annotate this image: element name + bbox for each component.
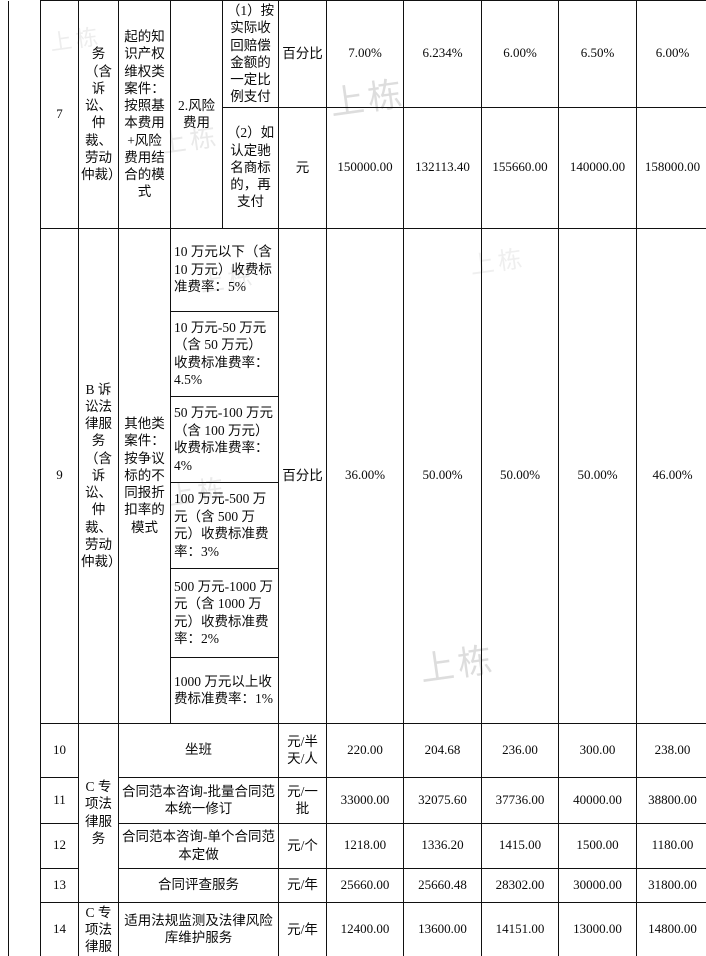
unit: 元/年 [278, 901, 327, 956]
quote-value: 36.00% [326, 227, 404, 724]
fee-bracket: 500 万元-1000 万元（含 1000 万元）收费标准费率：2% [170, 567, 279, 658]
table-row: 11 合同范本咨询-批量合同范本统一修订 元/一批 33000.00 32075… [9, 776, 706, 824]
quote-value: 14151.00 [481, 901, 559, 956]
quote-value: 38800.00 [636, 776, 706, 824]
service-category: C 专项法律服 [78, 901, 119, 956]
quote-value: 50.00% [481, 227, 559, 724]
service-item: 合同评查服务 [118, 867, 279, 903]
quote-value: 46.00% [636, 227, 706, 724]
table-row: 1000 万元以上收费标准费率：1% [9, 656, 706, 724]
quote-value: 37736.00 [481, 776, 559, 824]
table-row: 10 万元-50 万元（含 50 万元）收费标准费率：4.5% [9, 310, 706, 397]
row-number: 7 [40, 0, 79, 229]
quote-value: 1336.20 [403, 822, 482, 869]
spacer-cell [8, 0, 41, 724]
quote-value: 14800.00 [636, 901, 706, 956]
quote-value: 13000.00 [558, 901, 637, 956]
table-row: 14 C 专项法律服 适用法规监测及法律风险库维护服务 元/年 12400.00… [9, 901, 706, 956]
quote-value: 32075.60 [403, 776, 482, 824]
table-row: 500 万元-1000 万元（含 1000 万元）收费标准费率：2% [9, 567, 706, 658]
service-item: 起的知识产权维权类案件：按照基本费用+风险费用结合的模式 [118, 0, 171, 229]
quote-value: 1180.00 [636, 822, 706, 869]
spacer-cell [8, 723, 41, 956]
row-number: 14 [40, 901, 79, 956]
quote-value: 155660.00 [481, 106, 559, 229]
quote-value: 33000.00 [326, 776, 404, 824]
quote-value: 6.00% [481, 0, 559, 108]
quote-value: 1500.00 [558, 822, 637, 869]
quote-value: 204.68 [403, 722, 482, 778]
fee-detail: （1）按实际收回赔偿金额的一定比例支付 [222, 0, 279, 108]
table-row: 10 C 专项法律服务 坐班 元/半天/人 220.00 204.68 236.… [8, 722, 706, 956]
quote-value: 1218.00 [326, 822, 404, 869]
quote-value: 25660.00 [326, 867, 404, 903]
quote-value: 12400.00 [326, 901, 404, 956]
row-number: 13 [40, 867, 79, 903]
unit: 元 [278, 106, 327, 229]
quote-value: 6.234% [403, 0, 482, 108]
quote-value: 150000.00 [326, 106, 404, 229]
quote-value: 31800.00 [636, 867, 706, 903]
quote-value: 236.00 [481, 722, 559, 778]
quote-value: 140000.00 [558, 106, 637, 229]
service-item: 其他类案件：按争议标的不同报折扣率的模式 [118, 227, 171, 724]
service-category: B 诉讼法律服务（含诉讼、仲裁、劳动仲裁） [78, 227, 122, 724]
service-item: 合同范本咨询-批量合同范本统一修订 [118, 776, 279, 824]
table-row: 100 万元-500 万元（含 500 万元）收费标准费率：3% [9, 481, 706, 569]
unit: 元/半天/人 [278, 722, 327, 778]
quote-value: 50.00% [403, 227, 482, 724]
unit: 元/年 [278, 867, 327, 903]
unit: 百分比 [278, 227, 327, 724]
fee-bracket: 1000 万元以上收费标准费率：1% [170, 656, 279, 724]
quote-value: 7.00% [326, 0, 404, 108]
table-row: 9 B 诉讼法律服务（含诉讼、仲裁、劳动仲裁） 其他类案件：按争议标的不同报折扣… [9, 227, 706, 724]
quote-value: 132113.40 [403, 106, 482, 229]
service-item: 适用法规监测及法律风险库维护服务 [118, 901, 279, 956]
quote-value: 40000.00 [558, 776, 637, 824]
quote-value: 6.50% [558, 0, 637, 108]
service-item: 坐班 [118, 722, 279, 778]
quote-value: 238.00 [636, 722, 706, 778]
unit: 元/个 [278, 822, 327, 869]
row-number: 12 [40, 822, 79, 869]
table-row: （2）如认定驰名商标的，再支付 元 150000.00 132113.40 15… [9, 106, 706, 229]
quote-value: 25660.48 [403, 867, 482, 903]
quote-value: 220.00 [326, 722, 404, 778]
quote-value: 1415.00 [481, 822, 559, 869]
fee-bracket: 50 万元-100 万元（含 100 万元）收费标准费率：4% [170, 395, 279, 483]
row-number: 11 [40, 776, 79, 824]
fee-type: 2.风险费用 [170, 0, 223, 229]
unit: 百分比 [278, 0, 327, 108]
table-row: 13 合同评查服务 元/年 25660.00 25660.48 28302.00… [9, 867, 706, 903]
service-category: C 专项法律服务 [78, 722, 119, 903]
service-category: 务（含诉讼、仲裁、劳动仲裁） [78, 0, 122, 229]
fee-schedule-table: 7 务（含诉讼、仲裁、劳动仲裁） 起的知识产权维权类案件：按照基本费用+风险费用… [8, 0, 706, 956]
fee-bracket: 10 万元-50 万元（含 50 万元）收费标准费率：4.5% [170, 310, 279, 397]
quote-value: 30000.00 [558, 867, 637, 903]
fee-detail: （2）如认定驰名商标的，再支付 [222, 106, 279, 229]
row-number: 9 [40, 227, 79, 724]
fee-bracket: 100 万元-500 万元（含 500 万元）收费标准费率：3% [170, 481, 279, 569]
quote-value: 28302.00 [481, 867, 559, 903]
quote-value: 300.00 [558, 722, 637, 778]
quote-value: 50.00% [558, 227, 637, 724]
quote-value: 13600.00 [403, 901, 482, 956]
quote-value: 158000.00 [636, 106, 706, 229]
fee-bracket: 10 万元以下（含 10 万元）收费标准费率：5% [170, 227, 279, 312]
row-number: 10 [40, 722, 79, 778]
service-item: 合同范本咨询-单个合同范本定做 [118, 822, 279, 869]
table-row: 7 务（含诉讼、仲裁、劳动仲裁） 起的知识产权维权类案件：按照基本费用+风险费用… [8, 0, 706, 724]
quote-value: 6.00% [636, 0, 706, 108]
unit: 元/一批 [278, 776, 327, 824]
